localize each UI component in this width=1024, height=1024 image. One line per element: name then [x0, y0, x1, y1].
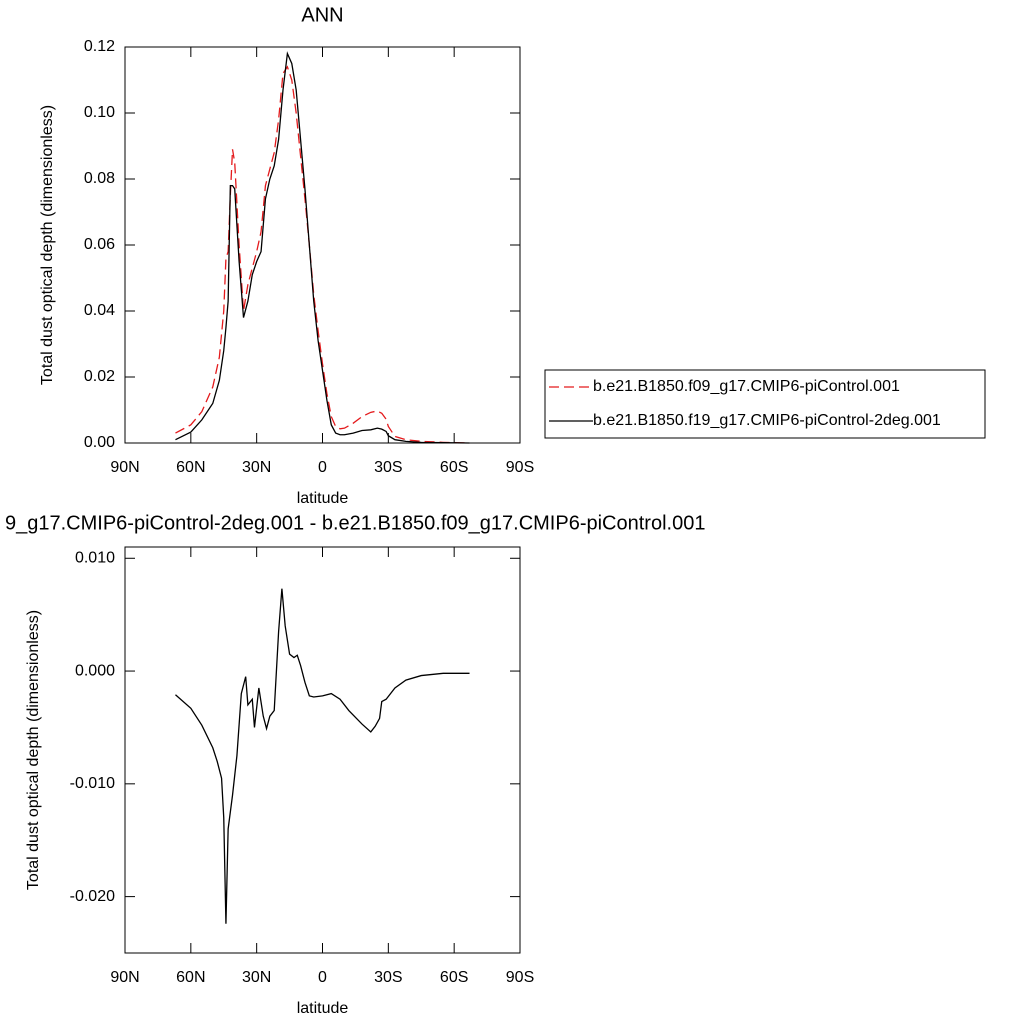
x-tick-label: 90S [506, 969, 534, 986]
y-tick-label: 0.010 [75, 549, 115, 566]
chart-panel: 9_g17.CMIP6-piControl-2deg.001 - b.e21.B… [5, 512, 705, 1017]
y-tick-label: 0.02 [84, 368, 115, 385]
y-tick-label: 0.04 [84, 302, 115, 319]
x-tick-label: 60S [440, 969, 468, 986]
y-axis-label: Total dust optical depth (dimensionless) [25, 610, 42, 890]
x-tick-label: 90N [110, 459, 139, 476]
x-tick-label: 0 [318, 459, 327, 476]
chart-title: 9_g17.CMIP6-piControl-2deg.001 - b.e21.B… [5, 512, 705, 534]
x-tick-label: 90S [506, 459, 534, 476]
data-line [175, 51, 470, 444]
plot-frame [124, 546, 521, 954]
y-tick-label: 0.06 [84, 236, 115, 253]
x-tick-label: 30S [374, 459, 402, 476]
y-tick-label: 0.000 [75, 662, 115, 679]
x-tick-label: 30N [242, 459, 271, 476]
x-tick-label: 60S [440, 459, 468, 476]
legend-label: b.e21.B1850.f09_g17.CMIP6-piControl.001 [593, 378, 900, 395]
y-tick-label: 0.12 [84, 38, 115, 55]
legend-box [544, 369, 986, 439]
y-tick-label: 0.08 [84, 170, 115, 187]
x-tick-label: 60N [176, 459, 205, 476]
x-tick-label: 60N [176, 969, 205, 986]
x-tick-label: 30N [242, 969, 271, 986]
plot-frame [124, 46, 521, 444]
y-tick-label: 0.10 [84, 104, 115, 121]
legend-label: b.e21.B1850.f19_g17.CMIP6-piControl-2deg… [593, 412, 941, 429]
y-tick-label: -0.010 [70, 775, 115, 792]
chart-panel: ANN 0.00 0.02 0.04 0.06 0.08 0.10 0.12 90N 60N 30N… [39, 4, 986, 507]
data-line [175, 588, 470, 924]
y-axis-label: Total dust optical depth (dimensionless) [39, 105, 56, 385]
data-line [175, 65, 470, 444]
legend: b.e21.B1850.f09_g17.CMIP6-piControl.001b… [544, 369, 986, 439]
y-tick-label: -0.020 [70, 888, 115, 905]
x-axis-label: latitude [297, 1000, 349, 1017]
x-tick-label: 90N [110, 969, 139, 986]
chart-title: ANN [301, 4, 343, 26]
x-tick-label: 0 [318, 969, 327, 986]
y-tick-label: 0.00 [84, 434, 115, 451]
x-axis-label: latitude [297, 490, 349, 507]
x-tick-label: 30S [374, 969, 402, 986]
